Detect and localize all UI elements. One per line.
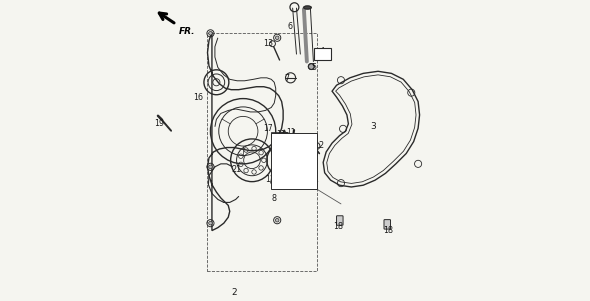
Text: 21: 21 — [231, 165, 241, 174]
Text: FR.: FR. — [179, 27, 196, 36]
Text: 18: 18 — [384, 226, 394, 235]
Text: 18: 18 — [333, 222, 343, 231]
Circle shape — [209, 32, 212, 35]
Circle shape — [209, 165, 212, 169]
Text: 13: 13 — [263, 39, 273, 48]
Text: 9: 9 — [297, 156, 302, 165]
Text: 11: 11 — [265, 175, 274, 184]
FancyBboxPatch shape — [271, 132, 287, 136]
Text: 4: 4 — [320, 47, 325, 56]
Text: 16: 16 — [193, 94, 203, 103]
Text: 15: 15 — [303, 165, 312, 174]
Text: 12: 12 — [314, 141, 325, 150]
Circle shape — [209, 222, 212, 225]
Circle shape — [309, 64, 314, 70]
Text: 17: 17 — [263, 124, 273, 133]
FancyBboxPatch shape — [314, 48, 330, 60]
FancyBboxPatch shape — [271, 133, 317, 189]
Text: 9: 9 — [307, 143, 312, 152]
Circle shape — [276, 36, 279, 39]
Text: 3: 3 — [371, 122, 376, 131]
Ellipse shape — [304, 6, 311, 9]
Text: 11: 11 — [276, 130, 286, 139]
Text: 11: 11 — [287, 128, 296, 137]
Text: 8: 8 — [271, 194, 276, 203]
Circle shape — [276, 219, 279, 222]
Text: 6: 6 — [287, 22, 292, 31]
Text: 2: 2 — [231, 288, 237, 297]
FancyBboxPatch shape — [384, 220, 391, 229]
FancyBboxPatch shape — [336, 216, 343, 225]
Text: 19: 19 — [154, 119, 164, 128]
Text: 14: 14 — [310, 176, 319, 185]
Text: 5: 5 — [312, 63, 317, 72]
Text: 7: 7 — [284, 74, 289, 83]
Text: 20: 20 — [277, 150, 287, 159]
Text: 9: 9 — [292, 168, 297, 177]
Text: 10: 10 — [270, 151, 280, 160]
